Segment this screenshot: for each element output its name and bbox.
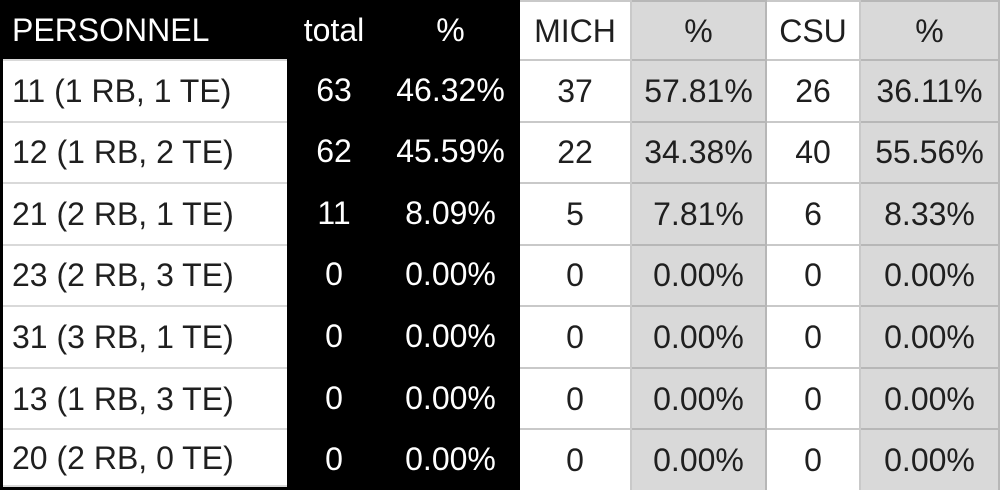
total-pct-cell: 0.00% — [381, 305, 520, 367]
personnel-label-cell: 13 (1 RB, 3 TE) — [3, 366, 287, 429]
mich-pct-cell: 0.00% — [632, 428, 767, 490]
total-value-cell: 0 — [287, 428, 381, 490]
total-value-cell: 0 — [287, 366, 381, 429]
header-mich: MICH — [520, 0, 632, 59]
mich-value-cell: 0 — [520, 366, 632, 429]
mich-value-cell: 22 — [520, 120, 632, 183]
personnel-label-cell: 20 (2 RB, 0 TE) — [3, 428, 287, 487]
total-value-cell: 63 — [287, 59, 381, 121]
total-pct-cell: 45.59% — [381, 120, 520, 183]
csu-value-cell: 40 — [767, 120, 861, 183]
header-personnel: PERSONNEL — [0, 0, 287, 59]
mich-value-cell: 0 — [520, 305, 632, 367]
personnel-label-cell: 23 (2 RB, 3 TE) — [3, 243, 287, 306]
total-pct-cell: 46.32% — [381, 59, 520, 121]
mich-value-cell: 0 — [520, 243, 632, 306]
total-value-cell: 11 — [287, 182, 381, 244]
csu-value-cell: 6 — [767, 182, 861, 244]
csu-pct-cell: 0.00% — [861, 428, 1000, 490]
csu-value-cell: 0 — [767, 305, 861, 367]
mich-pct-cell: 34.38% — [632, 120, 767, 183]
total-pct-cell: 0.00% — [381, 366, 520, 429]
header-total: total — [287, 0, 381, 59]
mich-pct-cell: 0.00% — [632, 305, 767, 367]
mich-value-cell: 5 — [520, 182, 632, 244]
total-value-cell: 0 — [287, 305, 381, 367]
total-pct-cell: 0.00% — [381, 428, 520, 490]
mich-value-cell: 37 — [520, 59, 632, 121]
csu-pct-cell: 8.33% — [861, 182, 1000, 244]
personnel-label-cell: 12 (1 RB, 2 TE) — [3, 120, 287, 183]
total-value-cell: 62 — [287, 120, 381, 183]
csu-value-cell: 0 — [767, 366, 861, 429]
csu-pct-cell: 0.00% — [861, 243, 1000, 306]
personnel-label-cell: 31 (3 RB, 1 TE) — [3, 305, 287, 367]
total-pct-cell: 8.09% — [381, 182, 520, 244]
csu-pct-cell: 36.11% — [861, 59, 1000, 121]
header-mich-pct: % — [632, 0, 767, 59]
csu-value-cell: 0 — [767, 243, 861, 306]
mich-pct-cell: 57.81% — [632, 59, 767, 121]
csu-value-cell: 0 — [767, 428, 861, 490]
total-value-cell: 0 — [287, 243, 381, 306]
mich-pct-cell: 0.00% — [632, 366, 767, 429]
header-total-pct: % — [381, 0, 520, 59]
csu-value-cell: 26 — [767, 59, 861, 121]
total-pct-cell: 0.00% — [381, 243, 520, 306]
mich-pct-cell: 7.81% — [632, 182, 767, 244]
mich-value-cell: 0 — [520, 428, 632, 490]
personnel-label-cell: 21 (2 RB, 1 TE) — [3, 182, 287, 244]
header-csu: CSU — [767, 0, 861, 59]
header-csu-pct: % — [861, 0, 1000, 59]
mich-pct-cell: 0.00% — [632, 243, 767, 306]
csu-pct-cell: 0.00% — [861, 305, 1000, 367]
personnel-label-cell: 11 (1 RB, 1 TE) — [3, 59, 287, 121]
csu-pct-cell: 55.56% — [861, 120, 1000, 183]
csu-pct-cell: 0.00% — [861, 366, 1000, 429]
